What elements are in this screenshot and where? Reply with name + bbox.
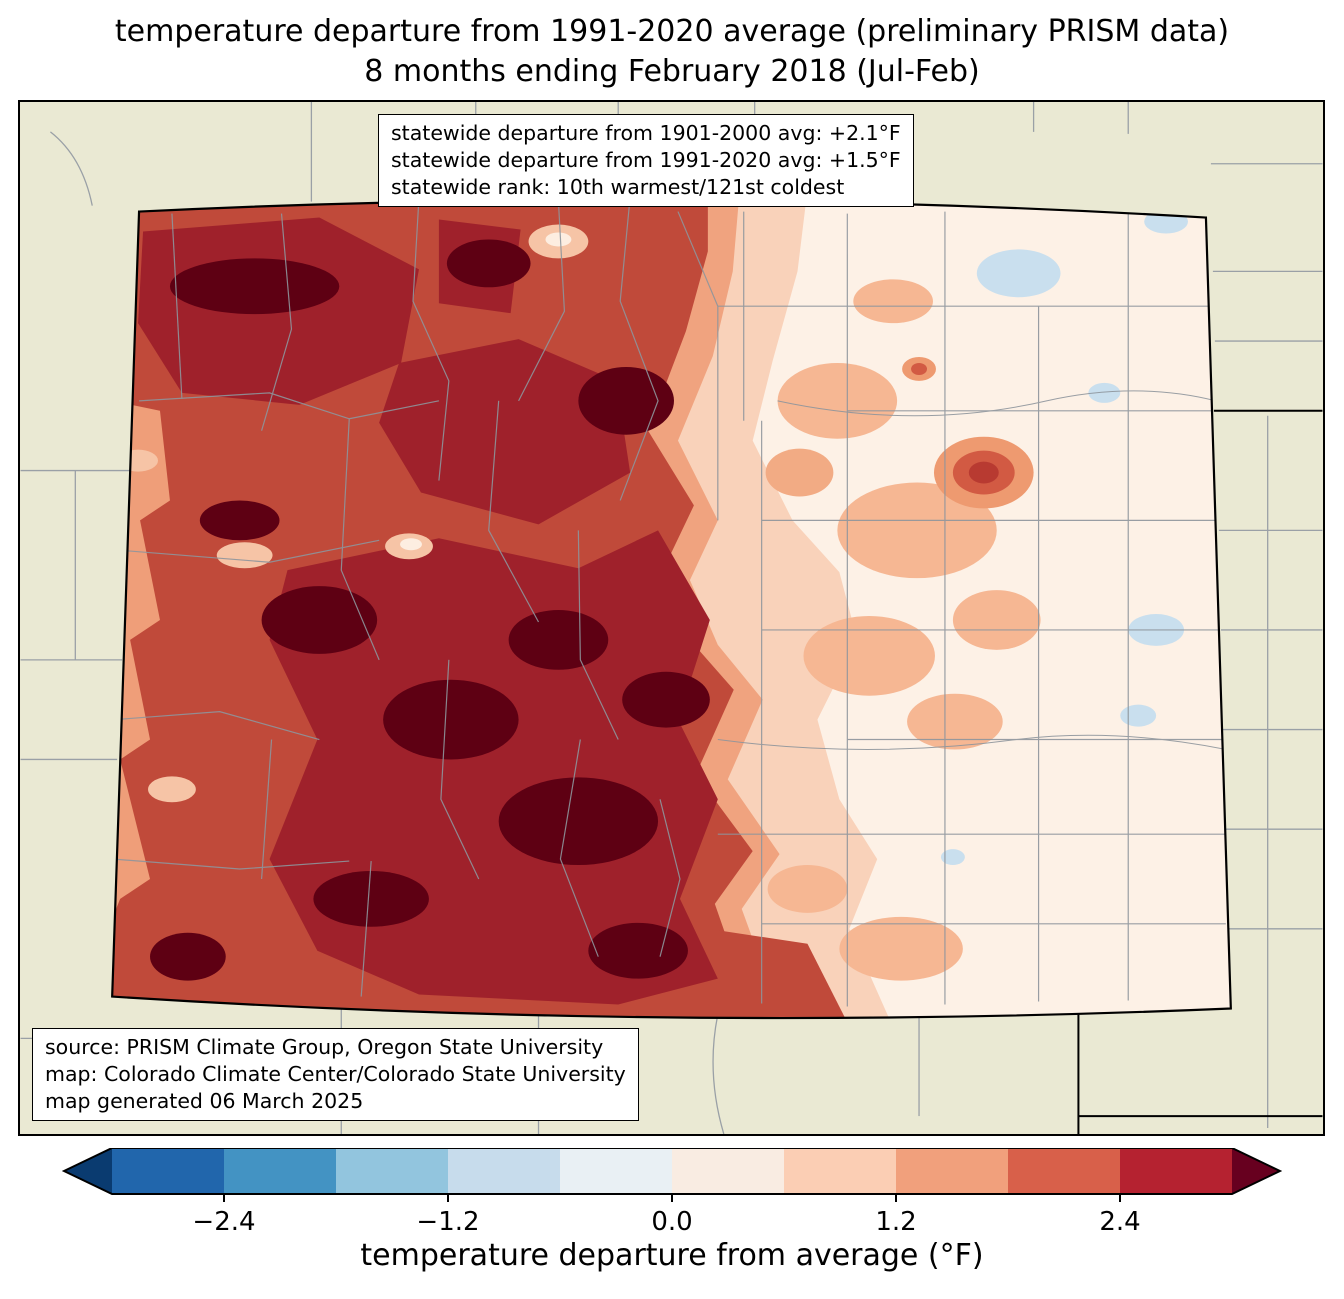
svg-text:0.0: 0.0 bbox=[651, 1207, 692, 1237]
title-line-2: 8 months ending February 2018 (Jul-Feb) bbox=[364, 54, 980, 89]
colorbar-wrap: −2.4 −1.2 0.0 1.2 2.4 bbox=[61, 1147, 1283, 1242]
statewide-stats-box: statewide departure from 1901-2000 avg: … bbox=[378, 114, 914, 207]
title-line-1: temperature departure from 1991-2020 ave… bbox=[114, 14, 1230, 49]
map-panel: statewide departure from 1901-2000 avg: … bbox=[18, 100, 1325, 1136]
neighbor-state-borders bbox=[1077, 409, 1323, 1134]
temperature-contours bbox=[112, 199, 1231, 1019]
stats-line-3: statewide rank: 10th warmest/121st colde… bbox=[391, 175, 845, 199]
source-line-3: map generated 06 March 2025 bbox=[45, 1089, 364, 1113]
colorbar: −2.4 −1.2 0.0 1.2 2.4 bbox=[61, 1147, 1283, 1237]
stats-line-2: statewide departure from 1991-2020 avg: … bbox=[391, 148, 901, 172]
plains-warm-patches bbox=[767, 279, 1041, 981]
source-line-1: source: PRISM Climate Group, Oregon Stat… bbox=[45, 1035, 604, 1059]
svg-text:2.4: 2.4 bbox=[1099, 1207, 1140, 1237]
colorbar-label: temperature departure from average (°F) bbox=[360, 1238, 984, 1273]
svg-text:−2.4: −2.4 bbox=[192, 1207, 255, 1237]
source-box: source: PRISM Climate Group, Oregon Stat… bbox=[32, 1028, 639, 1121]
stats-line-1: statewide departure from 1901-2000 avg: … bbox=[391, 121, 901, 145]
source-line-2: map: Colorado Climate Center/Colorado St… bbox=[45, 1062, 626, 1086]
colorado-map bbox=[20, 102, 1323, 1134]
svg-text:1.2: 1.2 bbox=[875, 1207, 916, 1237]
darkest-anomaly-blobs bbox=[150, 239, 710, 981]
svg-text:−1.2: −1.2 bbox=[416, 1207, 479, 1237]
county-lines bbox=[113, 199, 1226, 1007]
figure-title: temperature departure from 1991-2020 ave… bbox=[0, 12, 1344, 92]
